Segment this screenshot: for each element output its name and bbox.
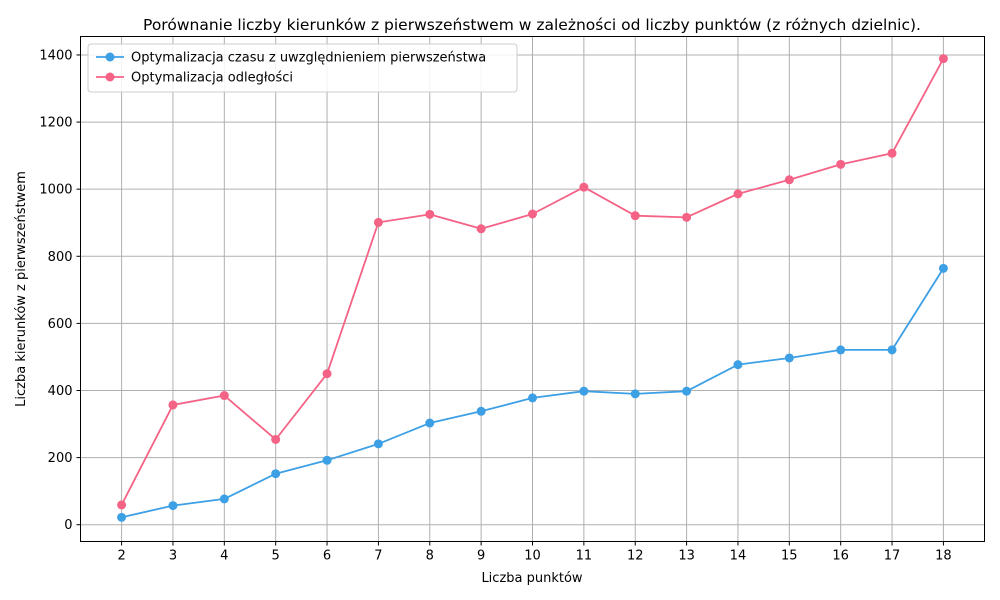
data-point	[373, 217, 383, 227]
x-tick-label: 7	[374, 549, 382, 564]
y-axis-label: Liczba kierunków z pierwszeństwem	[14, 171, 29, 407]
x-axis-ticks: 2 3 4 5 6 7 8 9 10 11 12 13 14 15 16 17 18	[117, 541, 952, 564]
data-point	[836, 159, 846, 169]
y-tick-label: 1400	[39, 48, 72, 63]
data-point	[168, 501, 178, 511]
data-point	[528, 209, 537, 219]
y-tick-label: 200	[48, 451, 73, 466]
x-tick-label: 8	[426, 549, 434, 564]
legend-items: Optymalizacja czasu z uwzględnieniem pie…	[96, 51, 486, 86]
legend-marker	[105, 72, 115, 82]
series-2	[117, 54, 948, 510]
y-tick-label: 600	[48, 317, 73, 332]
data-point	[630, 211, 640, 221]
x-tick-label: 15	[781, 549, 798, 564]
legend: Optymalizacja czasu z uwzględnieniem pie…	[87, 43, 518, 93]
chart-title: Porównanie liczby kierunków z pierwszeńs…	[143, 16, 921, 34]
data-point	[168, 400, 178, 410]
x-tick-label: 3	[169, 549, 177, 564]
data-point	[682, 212, 692, 222]
data-point	[733, 189, 743, 199]
data-point	[784, 353, 794, 363]
data-point	[784, 175, 794, 185]
x-tick-label: 6	[323, 549, 331, 564]
x-tick-label: 5	[272, 549, 280, 564]
data-point	[938, 54, 948, 64]
x-tick-label: 12	[627, 549, 644, 564]
data-point	[579, 182, 589, 192]
legend-box	[87, 43, 518, 93]
x-tick-label: 13	[678, 549, 695, 564]
data-point	[938, 263, 948, 273]
legend-item: Optymalizacja czasu z uwzględnieniem pie…	[96, 51, 486, 66]
x-tick-label: 17	[884, 549, 901, 564]
x-tick-label: 10	[524, 549, 541, 564]
data-point	[836, 345, 846, 355]
y-tick-label: 1000	[39, 183, 72, 198]
data-point	[117, 500, 127, 510]
data-point	[682, 386, 692, 396]
data-point	[887, 148, 897, 158]
data-point	[117, 512, 127, 522]
x-tick-label: 11	[576, 549, 593, 564]
x-tick-label: 9	[477, 549, 485, 564]
data-point	[322, 369, 332, 379]
series-group	[117, 54, 948, 522]
data-point	[425, 418, 435, 428]
data-point	[219, 391, 229, 401]
data-point	[579, 386, 589, 396]
data-point	[219, 494, 229, 504]
data-point	[887, 345, 897, 355]
series-1	[117, 263, 948, 522]
grid	[80, 36, 985, 542]
data-point	[271, 434, 281, 444]
x-tick-label: 4	[220, 549, 228, 564]
data-point	[476, 406, 486, 416]
legend-label: Optymalizacja czasu z uwzględnieniem pie…	[131, 51, 486, 66]
legend-label: Optymalizacja odległości	[131, 71, 293, 86]
data-point	[476, 224, 486, 234]
y-tick-label: 1200	[39, 116, 72, 131]
y-tick-label: 400	[48, 384, 73, 399]
x-tick-label: 16	[832, 549, 849, 564]
data-point	[528, 393, 537, 403]
x-tick-label: 2	[117, 549, 125, 564]
y-tick-label: 800	[48, 250, 73, 265]
data-point	[630, 389, 640, 399]
data-point	[733, 360, 743, 370]
data-point	[373, 439, 383, 449]
y-tick-label: 0	[64, 518, 72, 533]
data-point	[271, 469, 281, 479]
y-axis-ticks: 0 200 400 600 800 1000 1200 1400	[39, 48, 81, 533]
x-axis-label: Liczba punktów	[481, 571, 582, 586]
legend-marker	[105, 52, 115, 62]
legend-item: Optymalizacja odległości	[96, 71, 293, 86]
data-point	[322, 455, 332, 465]
data-point	[425, 209, 435, 219]
x-tick-label: 18	[935, 549, 952, 564]
x-tick-label: 14	[730, 549, 747, 564]
